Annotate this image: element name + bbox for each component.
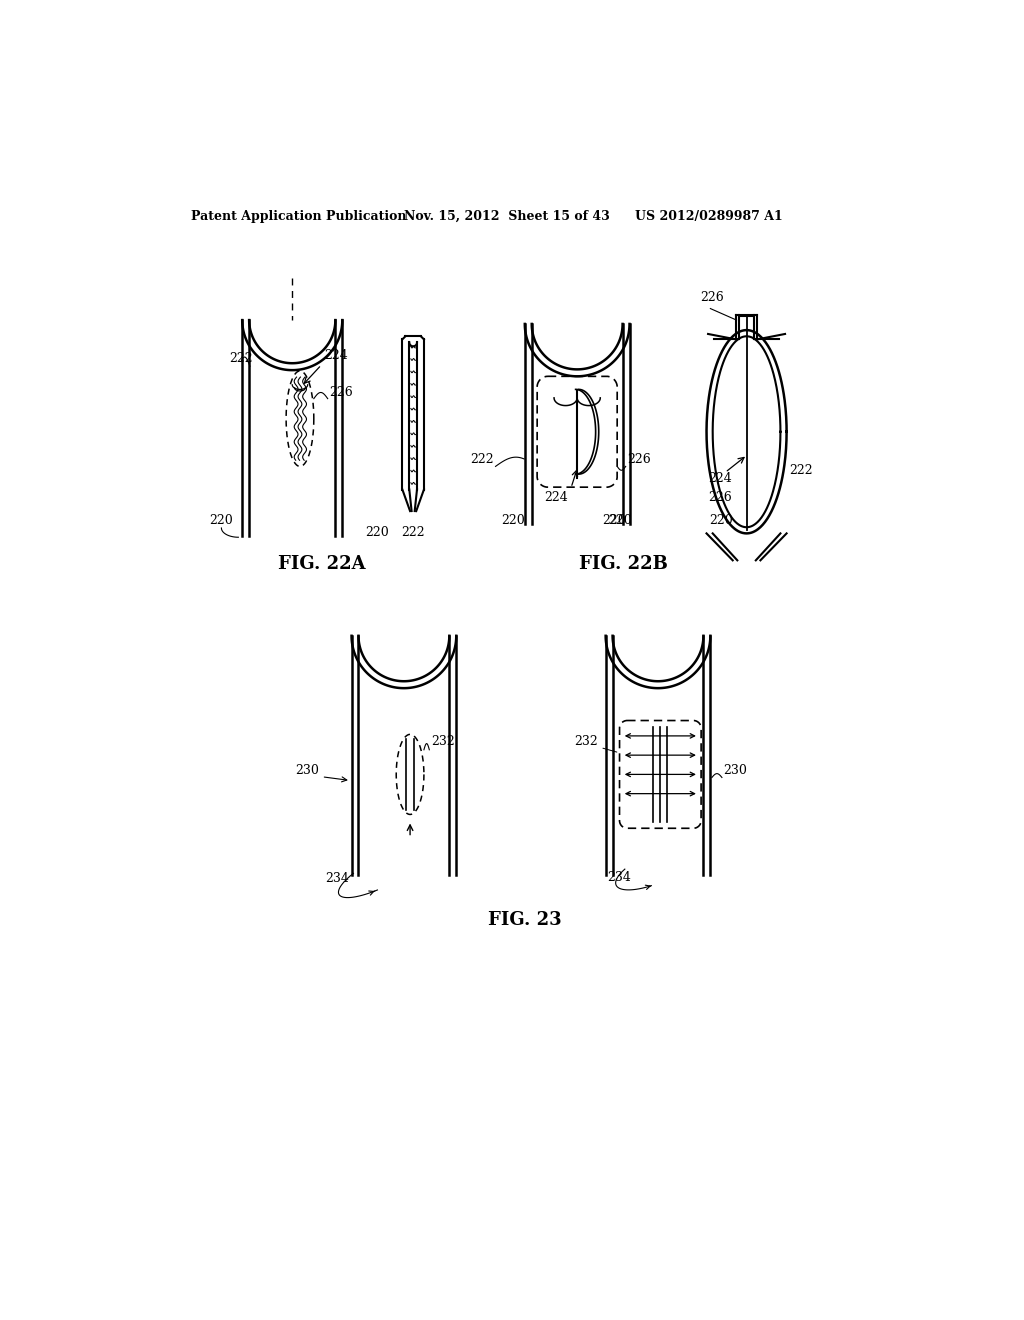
Text: 220: 220 [210, 515, 233, 527]
Text: 220: 220 [366, 525, 389, 539]
Text: 222: 222 [788, 465, 812, 477]
Text: 220: 220 [602, 515, 626, 527]
Text: FIG. 23: FIG. 23 [488, 911, 561, 928]
Text: 222: 222 [401, 525, 425, 539]
Text: 232: 232 [431, 735, 455, 748]
Text: 230: 230 [295, 764, 319, 777]
Text: US 2012/0289987 A1: US 2012/0289987 A1 [635, 210, 782, 223]
Text: 222: 222 [229, 352, 253, 366]
Text: 230: 230 [724, 764, 748, 777]
Text: 226: 226 [700, 290, 724, 304]
Text: FIG. 22A: FIG. 22A [278, 554, 366, 573]
Text: 220: 220 [710, 515, 733, 527]
Text: 220: 220 [502, 515, 525, 527]
Text: 224: 224 [325, 348, 348, 362]
Text: 234: 234 [607, 871, 631, 883]
Text: 226: 226 [628, 453, 651, 466]
Text: 224: 224 [708, 471, 732, 484]
Text: Nov. 15, 2012  Sheet 15 of 43: Nov. 15, 2012 Sheet 15 of 43 [403, 210, 609, 223]
Text: 226: 226 [330, 385, 353, 399]
Text: 220: 220 [608, 515, 632, 527]
Text: FIG. 22B: FIG. 22B [579, 554, 668, 573]
Text: 234: 234 [325, 873, 349, 886]
Text: 224: 224 [544, 491, 567, 504]
Text: Patent Application Publication: Patent Application Publication [190, 210, 407, 223]
Text: 226: 226 [708, 491, 732, 504]
Text: 222: 222 [470, 453, 494, 466]
Text: 232: 232 [574, 735, 598, 748]
